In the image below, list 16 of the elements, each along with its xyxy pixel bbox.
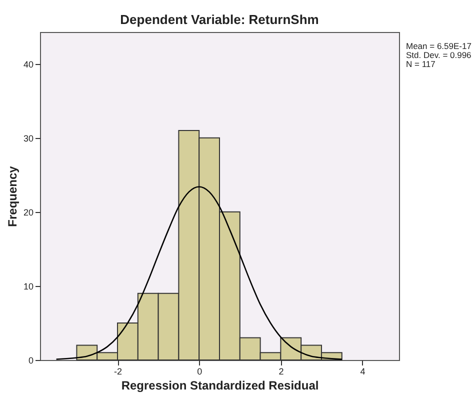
text: Mean = 6.59E-17 <box>406 41 472 51</box>
y-tick-label: 30 <box>23 133 34 144</box>
y-tick-label: 0 <box>28 356 34 366</box>
x-tick-label: 4 <box>360 366 366 376</box>
x-tick-label: 2 <box>278 366 284 376</box>
chart-title: Dependent Variable: ReturnShm <box>120 12 319 27</box>
y-tick-label: 40 <box>23 59 34 70</box>
x-axis-title: Regression Standardized Residual <box>121 378 319 392</box>
line-series <box>56 186 343 360</box>
y-axis-title: Frequency <box>5 166 20 227</box>
y-tick-label: 20 <box>23 207 34 218</box>
y-tick-label: 10 <box>23 281 34 292</box>
text: N = 117 <box>406 59 436 69</box>
x-tick-label: 0 <box>197 366 202 376</box>
text: Std. Dev. = 0.996 <box>406 50 472 60</box>
x-tick-label: -2 <box>114 366 122 376</box>
